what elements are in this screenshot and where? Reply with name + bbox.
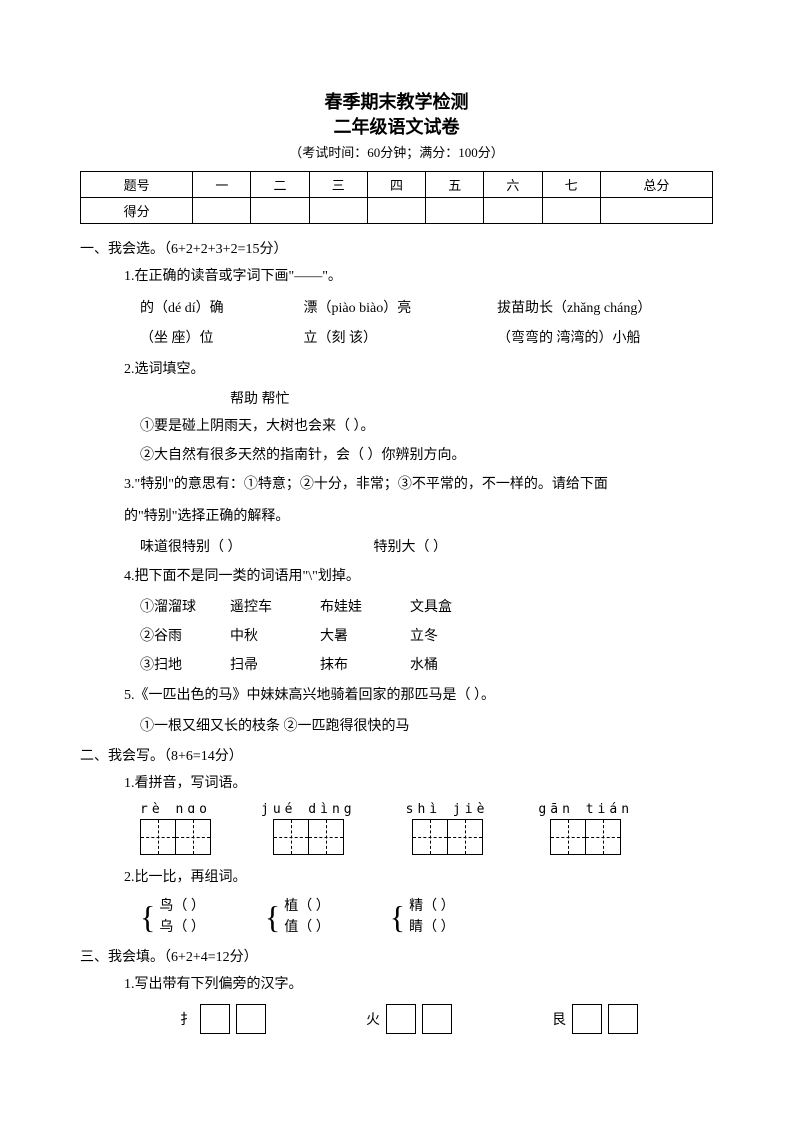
cell: 七 [542, 172, 600, 198]
char-cell[interactable] [175, 819, 211, 855]
q1-line1: 的（dé dí）确 漂（piào biào）亮 拔苗助长（zhǎng cháng… [140, 296, 713, 323]
radical-box[interactable] [236, 1004, 266, 1034]
cell: 题号 [81, 172, 193, 198]
main-title-2: 二年级语文试卷 [80, 115, 713, 140]
section-2-heading: 二、我会写。（8+6=14分） [80, 745, 713, 765]
cell: 三 [309, 172, 367, 198]
table-row: 题号 一 二 三 四 五 六 七 总分 [81, 172, 713, 198]
cell[interactable] [367, 198, 425, 224]
s3-q1-prompt: 1.写出带有下列偏旁的汉字。 [124, 972, 713, 997]
pinyin-row: rè nɑo jué dìng shì jiè gān tián [140, 802, 713, 855]
pinyin-group: shì jiè [406, 802, 489, 855]
subtitle: （考试时间：60分钟；满分：100分） [80, 142, 713, 161]
bracket-icon: { [390, 903, 405, 932]
score-table: 题号 一 二 三 四 五 六 七 总分 得分 [80, 171, 713, 224]
compare-item: 睛（ ） [409, 917, 455, 938]
s2-q1-prompt: 1.看拼音，写词语。 [124, 771, 713, 796]
q3-options: 味道很特别（ ） 特别大（ ） [140, 535, 713, 560]
table-row: 得分 [81, 198, 713, 224]
radical-box[interactable] [572, 1004, 602, 1034]
cell: 五 [426, 172, 484, 198]
section-1-heading: 一、我会选。（6+2+2+3+2=15分） [80, 238, 713, 258]
radical-box[interactable] [200, 1004, 230, 1034]
char-cell[interactable] [412, 819, 448, 855]
q3-line1: 3."特别"的意思有：①特意；②十分，非常；③不平常的，不一样的。请给下面 [124, 472, 713, 497]
bracket-icon: { [265, 903, 280, 932]
cell[interactable] [193, 198, 251, 224]
q2-prompt: 2.选词填空。 [124, 357, 713, 382]
q3-line2: 的"特别"选择正确的解释。 [124, 504, 713, 529]
q4-row2: ②谷雨中秋大暑立冬 [140, 624, 713, 649]
cell: 二 [251, 172, 309, 198]
char-cell[interactable] [447, 819, 483, 855]
cell: 六 [484, 172, 542, 198]
bracket-icon: { [140, 903, 155, 932]
s2-q2-prompt: 2.比一比，再组词。 [124, 865, 713, 890]
section-3-heading: 三、我会填。（6+2+4=12分） [80, 946, 713, 966]
pinyin-group: gān tián [538, 802, 633, 855]
radical-label: 扌 [180, 1009, 194, 1029]
cell: 总分 [600, 172, 712, 198]
cell[interactable] [484, 198, 542, 224]
char-cell[interactable] [585, 819, 621, 855]
radical-box[interactable] [608, 1004, 638, 1034]
radical-row: 扌 火 艮 [180, 1004, 713, 1034]
cell[interactable] [600, 198, 712, 224]
char-cell[interactable] [308, 819, 344, 855]
cell: 一 [193, 172, 251, 198]
pinyin-label: shì jiè [406, 802, 489, 817]
compare-item: 鸟（ ） [159, 896, 205, 917]
pinyin-label: rè nɑo [140, 802, 211, 817]
cell[interactable] [542, 198, 600, 224]
char-cell[interactable] [550, 819, 586, 855]
radical-box[interactable] [422, 1004, 452, 1034]
q5-prompt: 5.《一匹出色的马》中妹妹高兴地骑着回家的那匹马是（ ）。 [124, 683, 713, 708]
q2-words: 帮助 帮忙 [230, 388, 713, 408]
q4-row1: ①溜溜球遥控车布娃娃文具盒 [140, 595, 713, 620]
radical-box[interactable] [386, 1004, 416, 1034]
compare-item: 精（ ） [409, 896, 455, 917]
q4-prompt: 4.把下面不是同一类的词语用"\"划掉。 [124, 564, 713, 589]
cell[interactable] [426, 198, 484, 224]
compare-item: 植（ ） [284, 896, 330, 917]
cell[interactable] [251, 198, 309, 224]
q1-line2: （坐 座）位 立（刻 该） （弯弯的 湾湾的）小船 [140, 326, 713, 353]
pinyin-group: jué dìng [261, 802, 356, 855]
char-cell[interactable] [140, 819, 176, 855]
compare-row: { 鸟（ ） 乌（ ） { 植（ ） 值（ ） { 精（ ） 睛（ ） [140, 896, 713, 938]
cell: 得分 [81, 198, 193, 224]
compare-item: 乌（ ） [159, 917, 205, 938]
main-title-1: 春季期末教学检测 [80, 90, 713, 115]
cell[interactable] [309, 198, 367, 224]
radical-label: 艮 [552, 1009, 566, 1029]
q4-row3: ③扫地扫帚抹布水桶 [140, 653, 713, 678]
q1-prompt: 1.在正确的读音或字词下画"——"。 [124, 264, 713, 289]
q5-options: ①一根又细又长的枝条 ②一匹跑得很快的马 [140, 714, 713, 739]
pinyin-label: gān tián [538, 802, 633, 817]
pinyin-label: jué dìng [261, 802, 356, 817]
cell: 四 [367, 172, 425, 198]
q2-option2: ②大自然有很多天然的指南针，会（ ）你辨别方向。 [140, 443, 713, 468]
char-cell[interactable] [273, 819, 309, 855]
compare-item: 值（ ） [284, 917, 330, 938]
pinyin-group: rè nɑo [140, 802, 211, 855]
radical-label: 火 [366, 1009, 380, 1029]
q2-option1: ①要是碰上阴雨天，大树也会来（ ）。 [140, 414, 713, 439]
